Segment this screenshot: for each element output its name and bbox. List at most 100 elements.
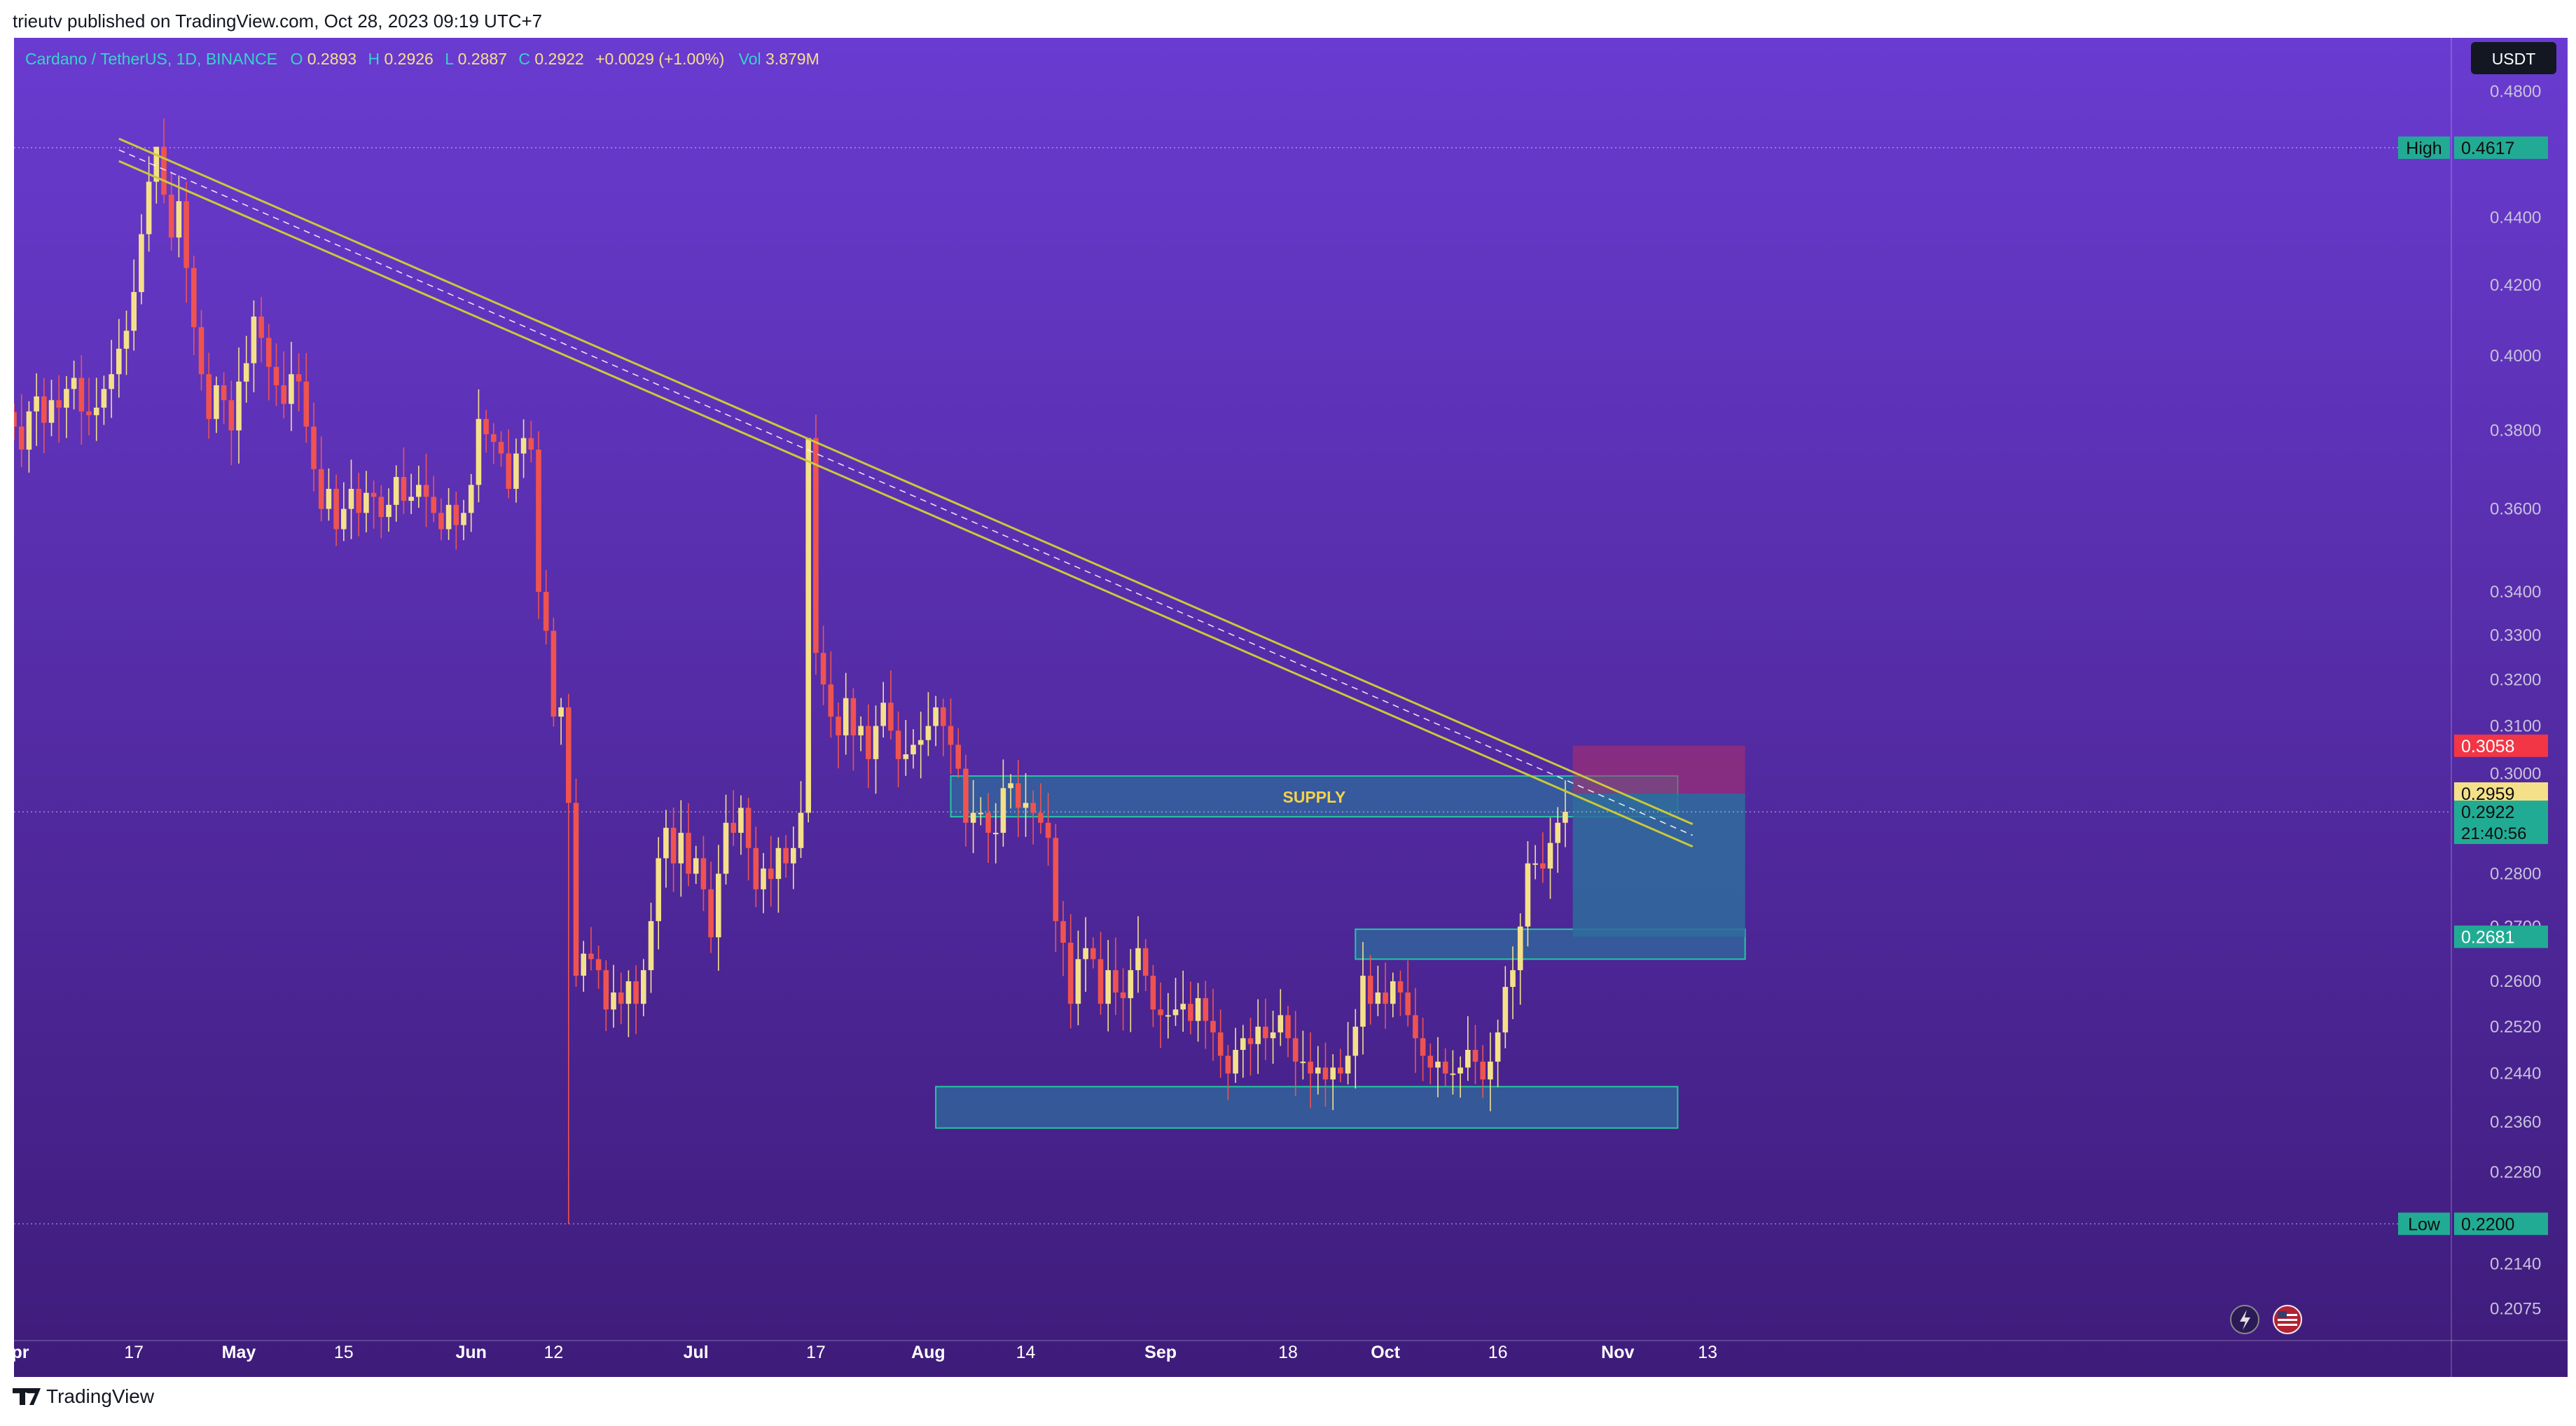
candle-body xyxy=(1360,976,1366,1027)
candle-body xyxy=(625,981,632,1004)
candle-body xyxy=(873,726,879,759)
candle-body xyxy=(1300,1061,1306,1063)
candle-body xyxy=(26,411,32,450)
candle-body xyxy=(1510,970,1516,988)
time-tick-label: 13 xyxy=(1698,1343,1717,1362)
candle-body xyxy=(468,485,474,513)
candle-body xyxy=(378,497,385,518)
candle-body xyxy=(1480,1061,1486,1080)
zone-rect[interactable] xyxy=(950,775,1679,818)
candle-body xyxy=(513,453,519,489)
candle-body xyxy=(1217,1032,1224,1056)
zone-label: SUPPLY xyxy=(1282,788,1345,806)
price-axis-labels: 0.4617High0.2200Low0.30580.29590.292221:… xyxy=(2398,136,2548,1235)
low-price-tag xyxy=(2454,1212,2548,1235)
high-price-tag xyxy=(2454,136,2548,159)
lightning-icon[interactable] xyxy=(2230,1305,2259,1334)
trendline-lower[interactable] xyxy=(118,160,1694,848)
candle-body xyxy=(1188,1004,1193,1021)
candle-body xyxy=(985,812,991,833)
position-tool[interactable] xyxy=(1572,745,1745,937)
time-tick-label: Jun xyxy=(455,1343,486,1362)
candle-body xyxy=(318,469,324,509)
candle-body xyxy=(708,889,714,938)
candle-body xyxy=(1016,783,1021,808)
legend-low-value: 0.2887 xyxy=(458,50,507,68)
time-tick-label: Aug xyxy=(911,1343,946,1362)
stop-loss-zone[interactable] xyxy=(1572,745,1745,794)
candle-body xyxy=(1060,921,1066,943)
candle-body xyxy=(183,201,189,268)
candle-body xyxy=(483,419,489,434)
legend-high-value: 0.2926 xyxy=(385,50,434,68)
candle-body xyxy=(273,366,279,386)
candle-body xyxy=(326,488,332,509)
legend[interactable]: Cardano / TetherUS, 1D, BINANCE O 0.2893… xyxy=(25,50,819,68)
legend-close-value: 0.2922 xyxy=(534,50,583,68)
time-tick-label: 12 xyxy=(543,1343,563,1362)
candle-body xyxy=(1090,948,1096,960)
candle-body xyxy=(41,396,47,423)
us-flag-icon[interactable] xyxy=(2273,1305,2302,1334)
price-tick-label: 0.3800 xyxy=(2490,422,2541,441)
candle-body xyxy=(191,268,197,328)
tradingview-logo[interactable]: TradingView xyxy=(13,1385,154,1408)
candle-body xyxy=(595,959,602,971)
candle-body xyxy=(243,363,249,382)
price-tick-label: 0.3600 xyxy=(2490,500,2541,519)
trendline-median[interactable] xyxy=(118,149,1694,836)
candle-body xyxy=(476,419,482,485)
candle-body xyxy=(550,630,557,717)
candle-body xyxy=(775,847,782,879)
candle-body xyxy=(1457,1067,1463,1074)
candle-body xyxy=(18,427,25,450)
take-profit-zone[interactable] xyxy=(1572,793,1745,937)
candle-body xyxy=(917,740,924,745)
candle-body xyxy=(656,858,661,922)
candle-body xyxy=(888,702,894,731)
candle-body xyxy=(581,953,586,976)
currency-label[interactable]: USDT xyxy=(2492,50,2536,68)
candle-body xyxy=(1420,1038,1426,1056)
price-chart[interactable]: SUPPLY 0.4800 0.4400 0.4200 0.4000 0.3800 0.3… xyxy=(0,38,2568,1377)
trendline-upper[interactable] xyxy=(118,137,1694,826)
candle-body xyxy=(603,970,609,1010)
candle-body xyxy=(1563,812,1568,823)
legend-volume-value: 3.879M xyxy=(766,50,819,68)
price-axis-panel[interactable] xyxy=(14,38,2568,1377)
price-tick-label: 0.2075 xyxy=(2490,1300,2541,1319)
time-tick-label: 14 xyxy=(1016,1343,1036,1362)
candle-body xyxy=(289,374,294,404)
candle-body xyxy=(1352,1026,1359,1056)
candle-body xyxy=(1105,970,1111,1004)
zones-layer: SUPPLY xyxy=(935,775,1746,1129)
candle-body xyxy=(1442,1061,1448,1074)
zone-rect[interactable] xyxy=(935,1086,1679,1129)
candle-body xyxy=(768,868,774,879)
candle-body xyxy=(109,374,114,389)
candle-body xyxy=(168,194,174,238)
bar-countdown: 21:40:56 xyxy=(2461,824,2526,843)
candle-body xyxy=(1203,998,1209,1021)
chart-panel[interactable]: SUPPLY 0.4800 0.4400 0.4200 0.4000 0.3800 0.3… xyxy=(0,38,2568,1377)
candle-body xyxy=(1247,1038,1254,1044)
legend-symbol[interactable]: Cardano / TetherUS, 1D, BINANCE xyxy=(25,50,277,68)
candle-body xyxy=(798,812,804,848)
legend-volume-label: Vol xyxy=(739,50,761,68)
candle-body xyxy=(648,921,654,971)
candle-body xyxy=(1045,822,1051,838)
candle-body xyxy=(1113,970,1119,993)
legend-open-label: O xyxy=(290,50,303,68)
price-tick-label: 0.2140 xyxy=(2490,1255,2541,1274)
time-axis-ticks: Apr 17 May 15 Jun 12 Jul 17 Aug 14 Sep 18 Oct 16 Nov 13 xyxy=(0,1343,1717,1362)
currency-button[interactable]: USDT xyxy=(2471,42,2556,74)
candle-body xyxy=(1345,1055,1351,1074)
candle-body xyxy=(153,146,160,182)
time-tick-label: Sep xyxy=(1144,1343,1177,1362)
candle-body xyxy=(176,201,182,238)
candle-body xyxy=(1450,1073,1456,1075)
trendline-channel[interactable] xyxy=(118,137,1694,848)
candle-body xyxy=(700,858,707,889)
candle-body xyxy=(723,822,729,874)
candle-body xyxy=(416,485,422,497)
